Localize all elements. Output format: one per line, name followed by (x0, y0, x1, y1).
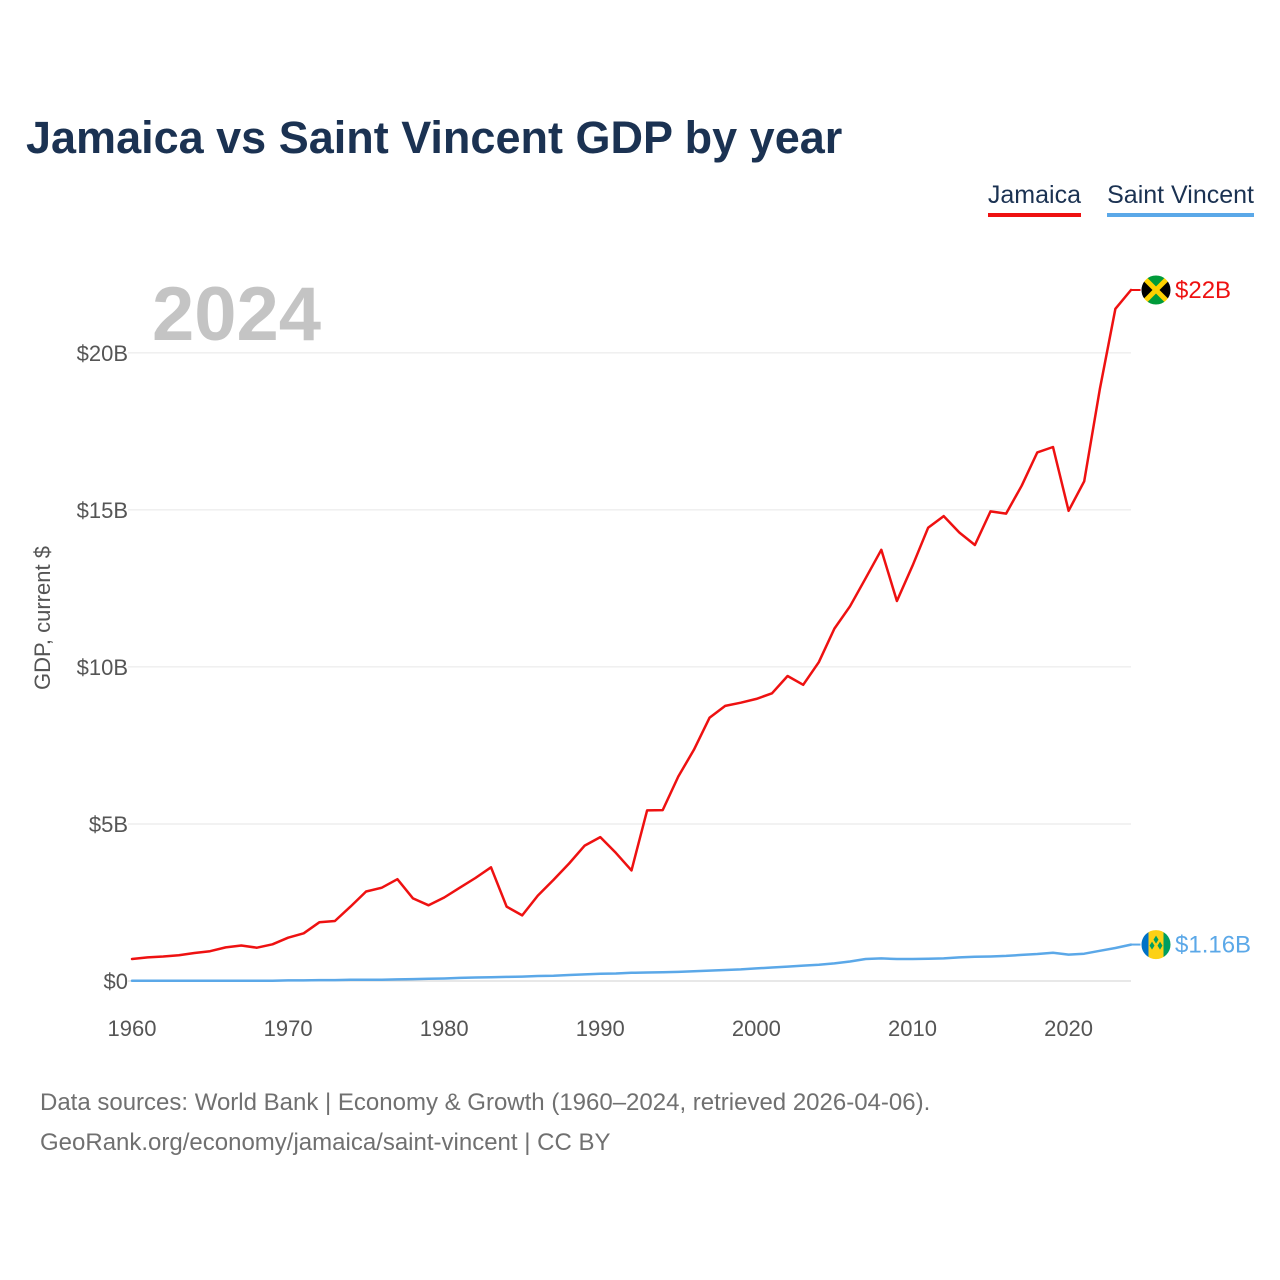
end-value-label: $1.16B (1175, 932, 1251, 959)
footer-sources: Data sources: World Bank | Economy & Gro… (40, 1089, 931, 1116)
end-value-label: $22B (1175, 277, 1231, 304)
y-tick-label: $0 (104, 969, 128, 994)
x-tick-label: 2000 (732, 1016, 781, 1041)
x-tick-label: 2010 (888, 1016, 937, 1041)
saint-vincent-flag-icon (1140, 929, 1172, 961)
y-tick-label: $5B (89, 812, 128, 837)
x-tick-label: 1990 (576, 1016, 625, 1041)
y-axis-label: GDP, current $ (30, 546, 55, 690)
footer: Data sources: World Bank | Economy & Gro… (40, 1083, 930, 1163)
footer-link[interactable]: GeoRank.org/economy/jamaica/saint-vincen… (40, 1129, 611, 1156)
x-tick-label: 1970 (264, 1016, 313, 1041)
series-line-saint-vincent[interactable] (130, 943, 1133, 982)
y-tick-label: $20B (77, 341, 128, 366)
legend-item-saint-vincent[interactable]: Saint Vincent (1107, 181, 1254, 217)
legend-item-jamaica[interactable]: Jamaica (987, 181, 1081, 217)
y-tick-label: $15B (77, 498, 128, 523)
gdp-line-chart: 2024 $0 $5B $10B $15B $20B 1960 1970 1980 1990 20… (30, 272, 1251, 1041)
series-line-jamaica[interactable] (130, 288, 1133, 961)
chart-title: Jamaica vs Saint Vincent GDP by year (26, 112, 843, 163)
x-tick-label: 1960 (108, 1016, 157, 1041)
x-tick-label: 1980 (420, 1016, 469, 1041)
y-tick-label: $10B (77, 655, 128, 680)
jamaica-flag-icon (1140, 274, 1172, 306)
x-tick-label: 2020 (1044, 1016, 1093, 1041)
year-watermark: 2024 (152, 272, 321, 357)
